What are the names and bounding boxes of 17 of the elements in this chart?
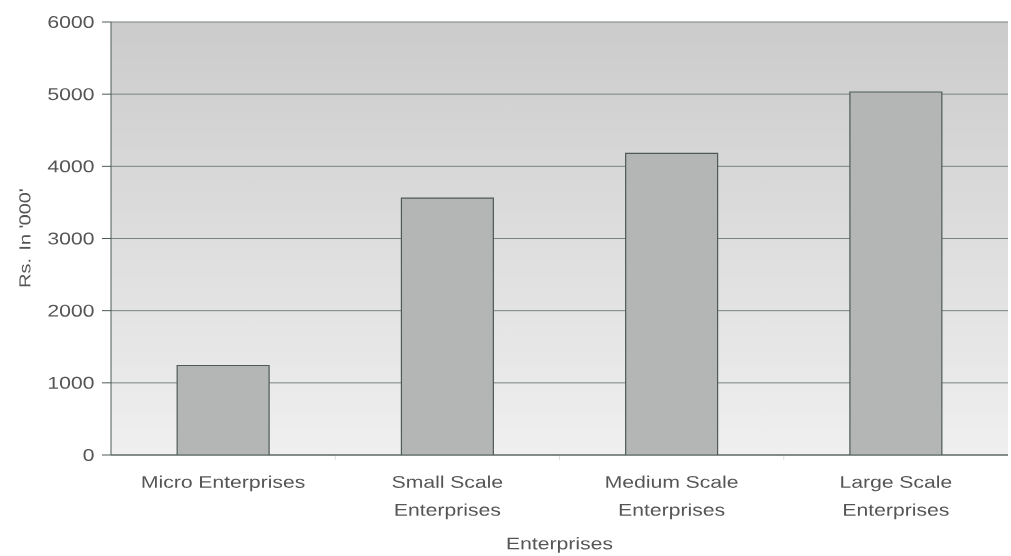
- bar: [401, 198, 494, 455]
- x-tick-label: Micro Enterprises: [142, 475, 305, 492]
- y-tick-label: 6000: [48, 16, 94, 28]
- y-tick-label: 0: [83, 449, 94, 461]
- y-tick-label: 2000: [48, 304, 94, 317]
- bar: [177, 365, 270, 455]
- y-tick-label: 3000: [48, 232, 94, 245]
- y-tick-label: 1000: [48, 376, 94, 389]
- bar: [625, 153, 718, 455]
- y-axis-title: Rs. In '000': [19, 189, 31, 287]
- x-axis-title: Enterprises: [507, 537, 613, 553]
- x-tick-label: Medium Scale Enterprises: [606, 475, 738, 520]
- y-tick-label: 4000: [47, 160, 94, 173]
- y-tick-label: 5000: [48, 88, 94, 101]
- bar: [849, 91, 943, 455]
- x-tick-label: Small Scale Enterprises: [392, 475, 503, 520]
- x-tick-label: Large Scale Enterprises: [841, 475, 952, 520]
